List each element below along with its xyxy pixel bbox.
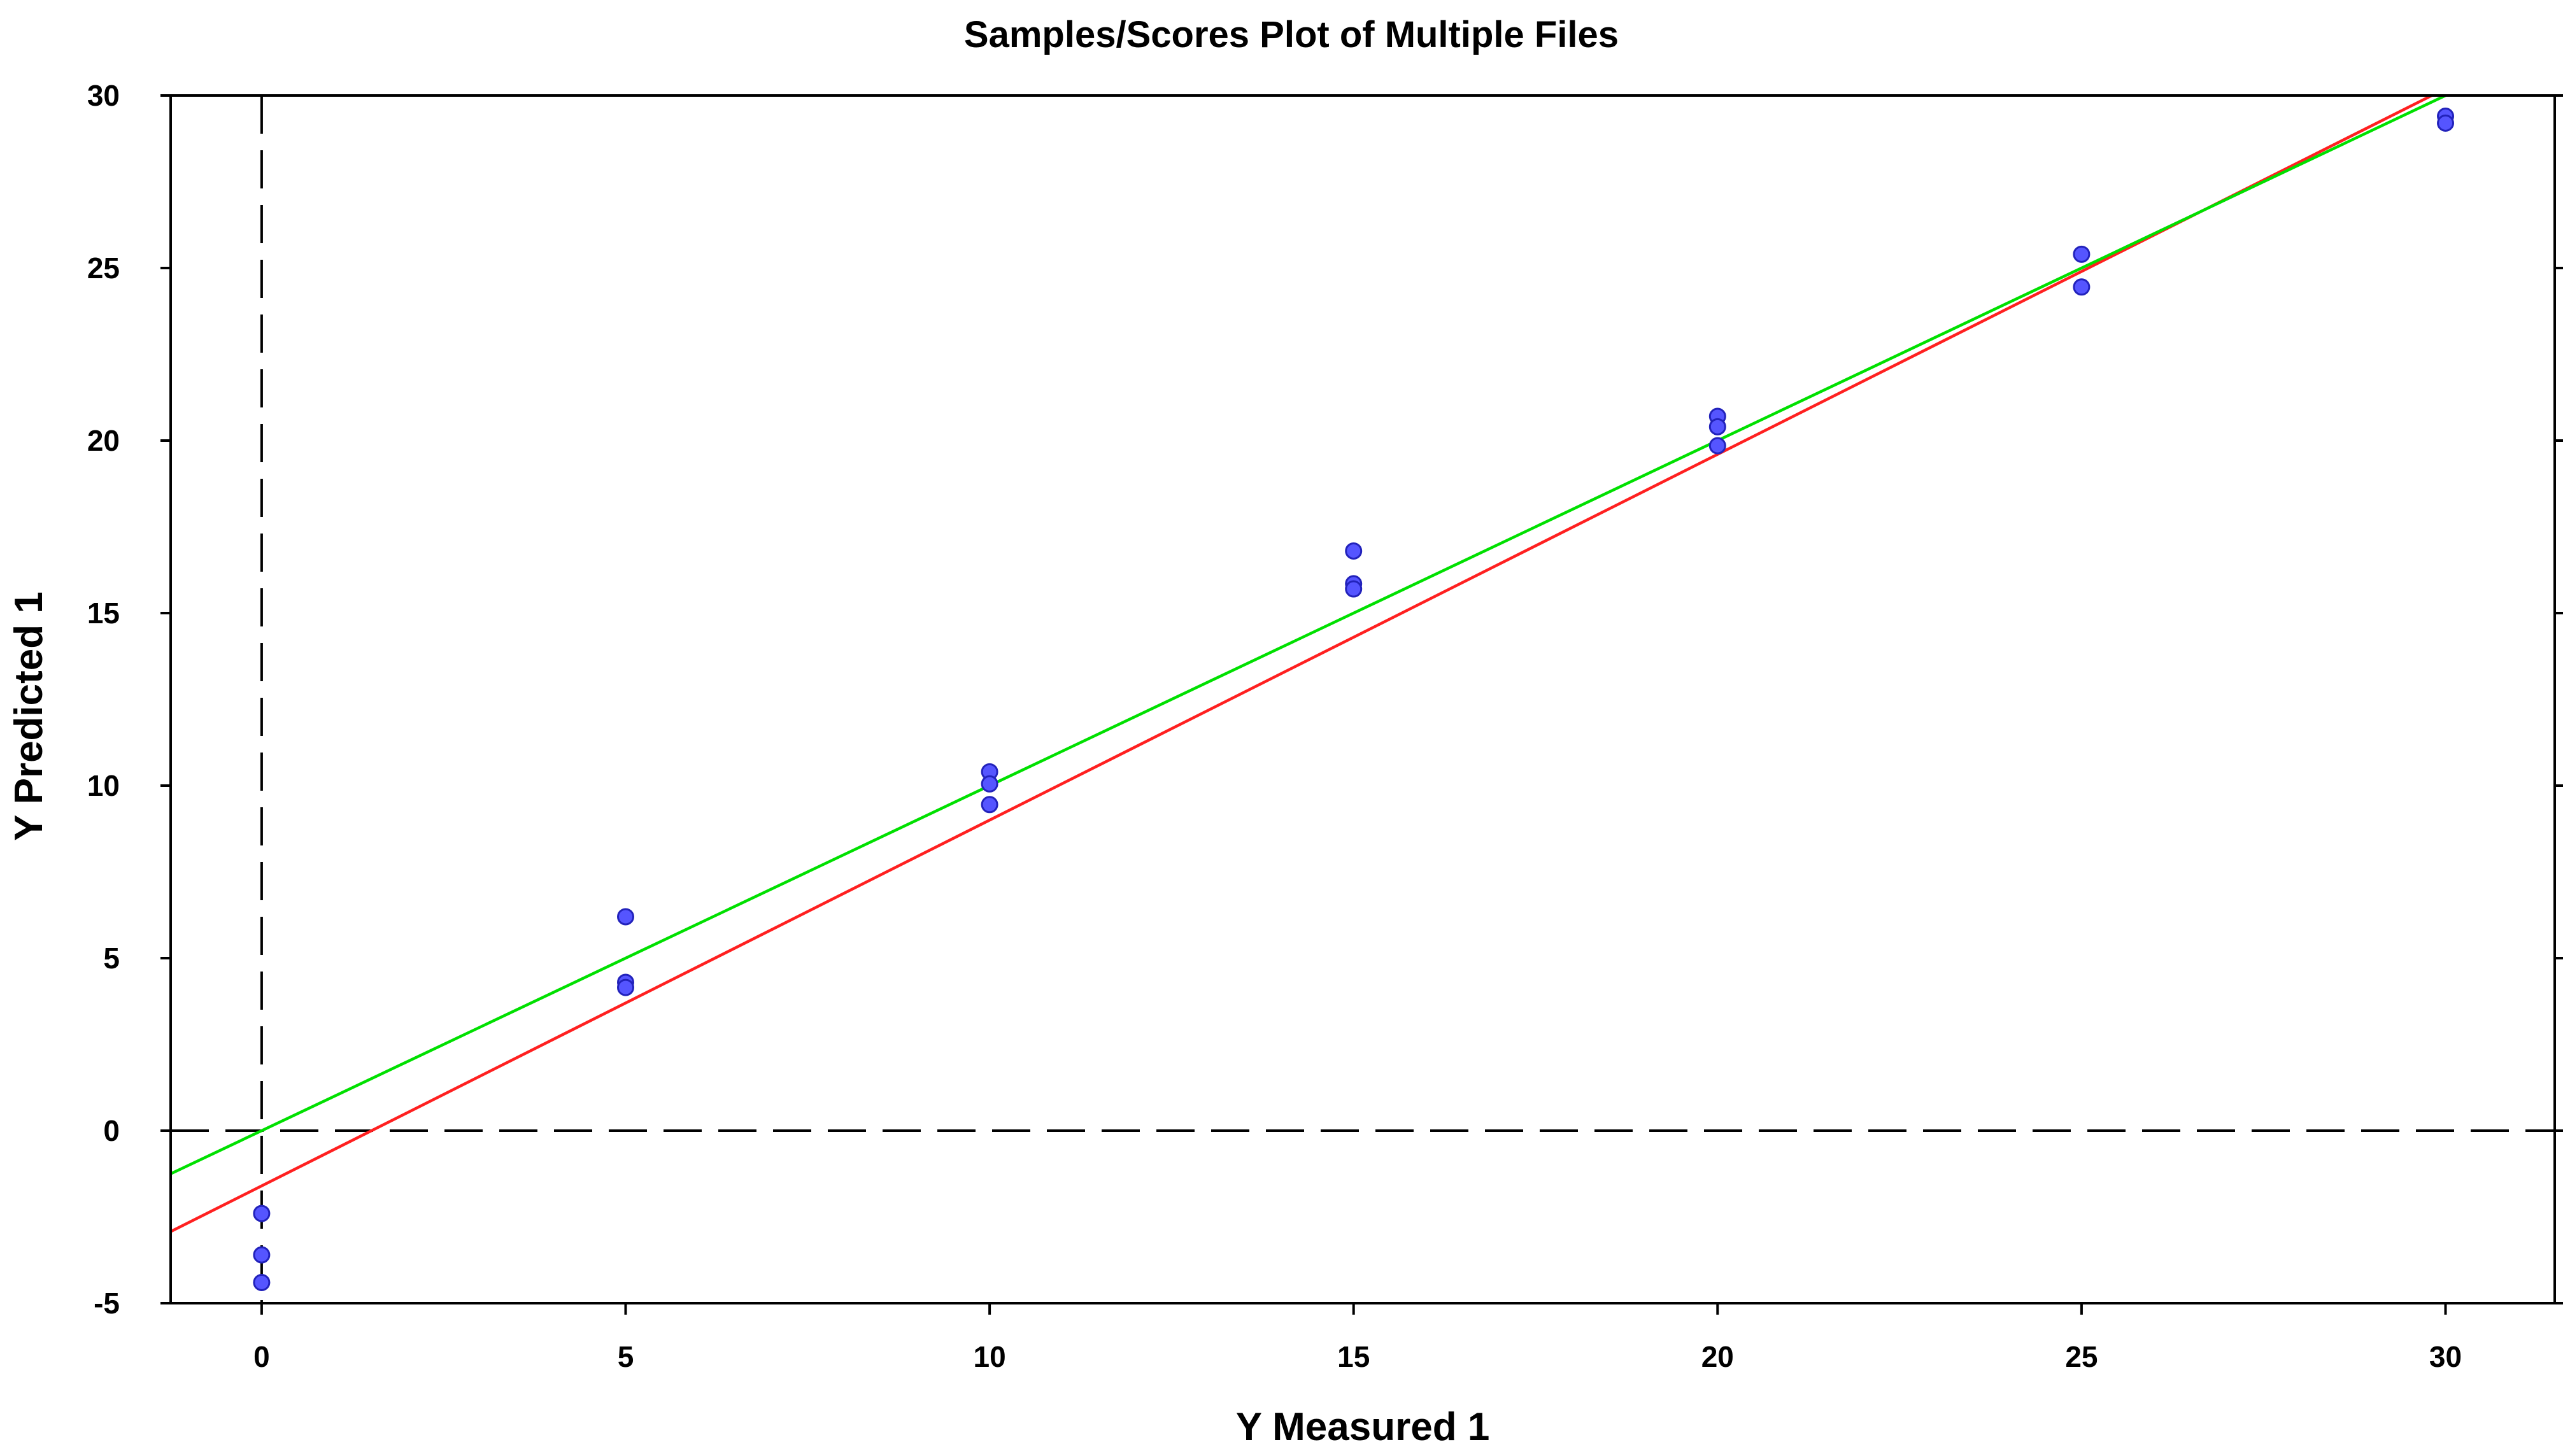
x-axis-label: Y Measured 1 [1236,1405,1490,1449]
y-axis-label: Y Predicted 1 [7,591,51,841]
data-point [1345,542,1363,560]
y-tick-label: 0 [103,1114,120,1147]
data-point [253,1246,271,1264]
data-point [2073,245,2091,263]
y-tick-label: -5 [94,1287,120,1320]
plot-frame [169,94,2556,1304]
x-tick-label: 5 [618,1340,634,1373]
data-point [1708,418,1726,435]
x-tick-label: 0 [253,1340,270,1373]
fit-line-2 [171,95,2449,1175]
y-tick-label: 30 [87,79,120,112]
chart-title: Samples/Scores Plot of Multiple Files [964,14,1619,55]
data-point [617,908,635,926]
y-tick-label: 20 [87,424,120,457]
x-tick-label: 30 [2429,1340,2462,1373]
plot-area: 30 25 20 15 10 5 0 -5 0 5 10 15 20 25 30 [87,79,2563,1373]
y-tick-label: 10 [87,769,120,802]
data-point [617,979,635,996]
x-tick-label: 20 [1701,1340,1734,1373]
x-tick-label: 10 [974,1340,1006,1373]
data-point [981,796,998,814]
data-point [981,775,998,793]
y-tick-label: 15 [87,597,120,630]
x-tick-label: 15 [1337,1340,1370,1373]
data-point [2437,114,2455,132]
data-point [1708,437,1726,455]
data-point [253,1205,271,1222]
y-tick-label: 5 [103,942,120,975]
data-point [1345,580,1363,598]
data-point [2073,278,2091,296]
data-point [253,1273,271,1291]
x-tick-label: 25 [2065,1340,2098,1373]
y-tick-label: 25 [87,251,120,285]
